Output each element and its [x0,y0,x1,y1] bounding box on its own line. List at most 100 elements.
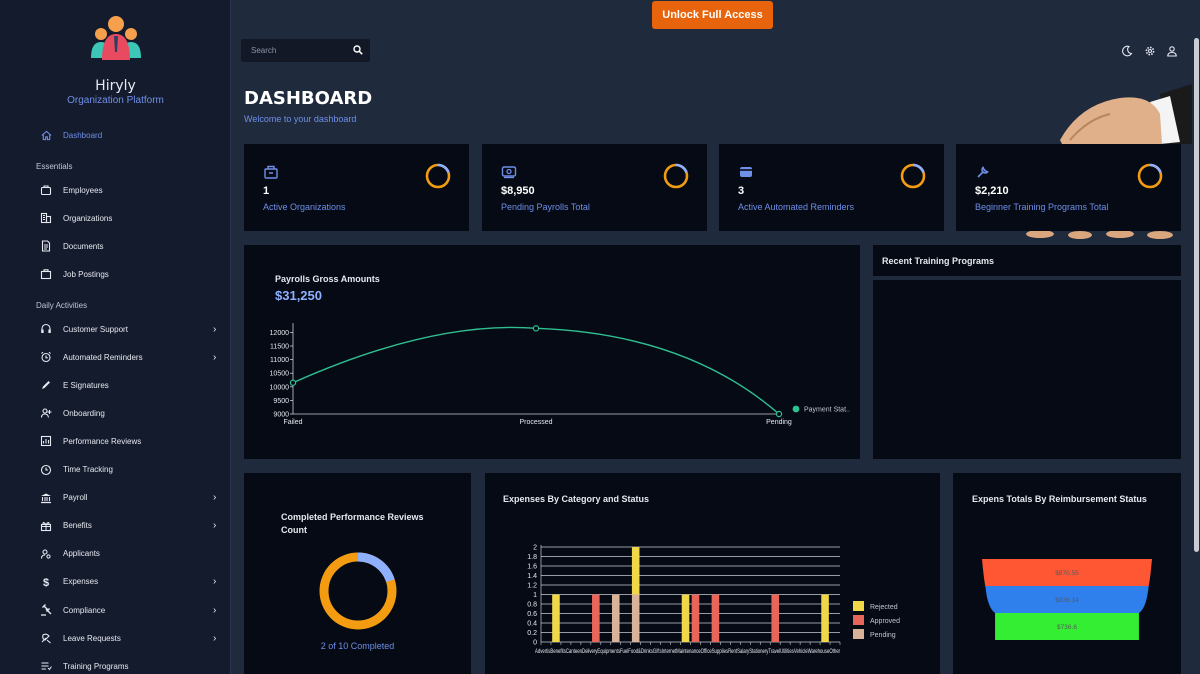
organization-icon [264,165,278,179]
data-point[interactable] [532,325,540,332]
legend-swatch [853,629,864,639]
sidebar-item-label: Benefits [63,521,92,531]
y-tick-label: 9000 [273,412,289,419]
sidebar-item-applicants[interactable]: Applicants [0,544,230,564]
bar[interactable] [821,594,829,643]
y-tick-label: 9500 [273,398,289,405]
document-icon [40,240,52,252]
unlock-full-access-button[interactable]: Unlock Full Access [652,1,773,29]
sidebar-item-training-programs[interactable]: Training Programs [0,656,230,674]
sidebar-item-compliance[interactable]: Compliance › [0,600,230,620]
chevron-right-icon[interactable]: › [213,576,217,588]
bar[interactable] [771,594,779,643]
stat-card: 1 Active Organizations [244,144,469,231]
y-tick-label: 12000 [270,330,290,337]
funnel-value-label: $736.6 [1057,624,1077,631]
bar[interactable] [611,594,620,643]
sidebar-item-dashboard[interactable]: Dashboard [0,125,230,145]
brand-subtitle: Organization Platform [67,95,164,106]
bar[interactable] [631,594,640,643]
stat-label: Pending Payrolls Total [501,202,590,212]
y-tick-label: 1.8 [527,554,537,561]
sidebar-item-customer-support[interactable]: Customer Support › [0,319,230,339]
user-plus-icon [40,407,52,419]
payroll-chart-total: $31,250 [275,288,322,303]
search-input[interactable] [241,39,349,62]
stat-label: Beginner Training Programs Total [975,202,1109,212]
sidebar-item-payroll[interactable]: Payroll › [0,488,230,508]
stat-progress-ring [1137,163,1163,189]
sidebar-item-label: Automated Reminders [63,352,143,362]
reviews-completed-text: 2 of 10 Completed [320,641,395,651]
y-tick-label: 1 [533,592,537,599]
reviews-title-line1: Completed Performance Reviews [281,512,424,522]
stat-label: Active Automated Reminders [738,202,855,212]
bar[interactable] [691,594,700,643]
bar[interactable] [711,594,720,643]
sidebar-item-time-tracking[interactable]: Time Tracking [0,460,230,480]
funnel-segment[interactable] [982,559,1152,586]
data-point[interactable] [775,410,783,418]
y-tick-label: 2 [533,545,537,552]
settings-gear-icon[interactable] [1144,45,1156,57]
recent-training-list [873,280,1181,459]
reviews-donut-chart [319,552,397,630]
bar[interactable] [631,547,640,595]
sidebar-item-job-postings[interactable]: Job Postings [0,264,230,284]
legend-swatch [853,615,864,625]
sidebar-item-label: Job Postings [63,269,109,279]
sidebar-item-label: Leave Requests [63,633,121,643]
scrollbar[interactable] [1194,38,1199,552]
sidebar-item-e-signatures[interactable]: E Signatures [0,375,230,395]
bar[interactable] [592,594,600,643]
y-tick-label: 0.8 [527,602,537,609]
stat-card: $8,950 Pending Payrolls Total [482,144,707,231]
sidebar-item-label: Dashboard [63,130,103,140]
building-icon [40,212,52,224]
legend-label: Pending [870,632,896,639]
leave-icon [40,632,52,644]
dollar-icon: $ [40,576,52,588]
chevron-right-icon[interactable]: › [213,520,217,532]
funnel-segment[interactable] [995,613,1139,640]
search-box [241,39,370,62]
sidebar-item-label: E Signatures [63,380,109,390]
review-icon [40,435,52,447]
alarm-icon [40,351,52,363]
data-point[interactable] [289,379,297,386]
search-icon[interactable] [353,45,363,55]
sidebar-item-label: Onboarding [63,408,105,418]
brand-name: Hiryly [95,78,136,94]
funnel-segment[interactable] [985,586,1149,613]
sidebar-item-benefits[interactable]: Benefits › [0,516,230,536]
sidebar-item-automated-reminders[interactable]: Automated Reminders › [0,347,230,367]
y-tick-label: 11000 [270,357,289,364]
legend-label: Rejected [870,604,898,611]
sidebar-item-label: Compliance [63,605,106,615]
chevron-right-icon[interactable]: › [213,604,217,616]
dark-mode-moon-icon[interactable] [1121,45,1133,57]
sidebar-item-leave-requests[interactable]: Leave Requests › [0,628,230,648]
legend-swatch [792,405,800,413]
bar[interactable] [552,594,560,643]
y-tick-label: 10500 [270,371,290,378]
sidebar-item-employees[interactable]: Employees [0,180,230,200]
sidebar-item-label: Applicants [63,549,100,559]
sidebar-item-expenses[interactable]: $ Expenses › [0,572,230,592]
sidebar-item-label: Employees [63,185,103,195]
chevron-right-icon[interactable]: › [213,351,217,363]
user-profile-icon[interactable] [1166,45,1178,57]
sidebar-item-documents[interactable]: Documents [0,236,230,256]
sidebar-item-label: Expenses [63,577,99,587]
sidebar-item-onboarding[interactable]: Onboarding [0,403,230,423]
list-icon [40,660,52,672]
chevron-right-icon[interactable]: › [213,632,217,644]
sidebar-item-performance-reviews[interactable]: Performance Reviews [0,431,230,451]
chevron-right-icon[interactable]: › [213,323,217,335]
sidebar-item-label: Training Programs [63,661,129,671]
bar[interactable] [681,594,690,643]
y-tick-label: 0.2 [527,630,537,637]
chevron-right-icon[interactable]: › [213,492,217,504]
expenses-chart-card: Expenses By Category and Status 2 1.8 1.6 1… [485,473,940,674]
sidebar-item-organizations[interactable]: Organizations [0,208,230,228]
